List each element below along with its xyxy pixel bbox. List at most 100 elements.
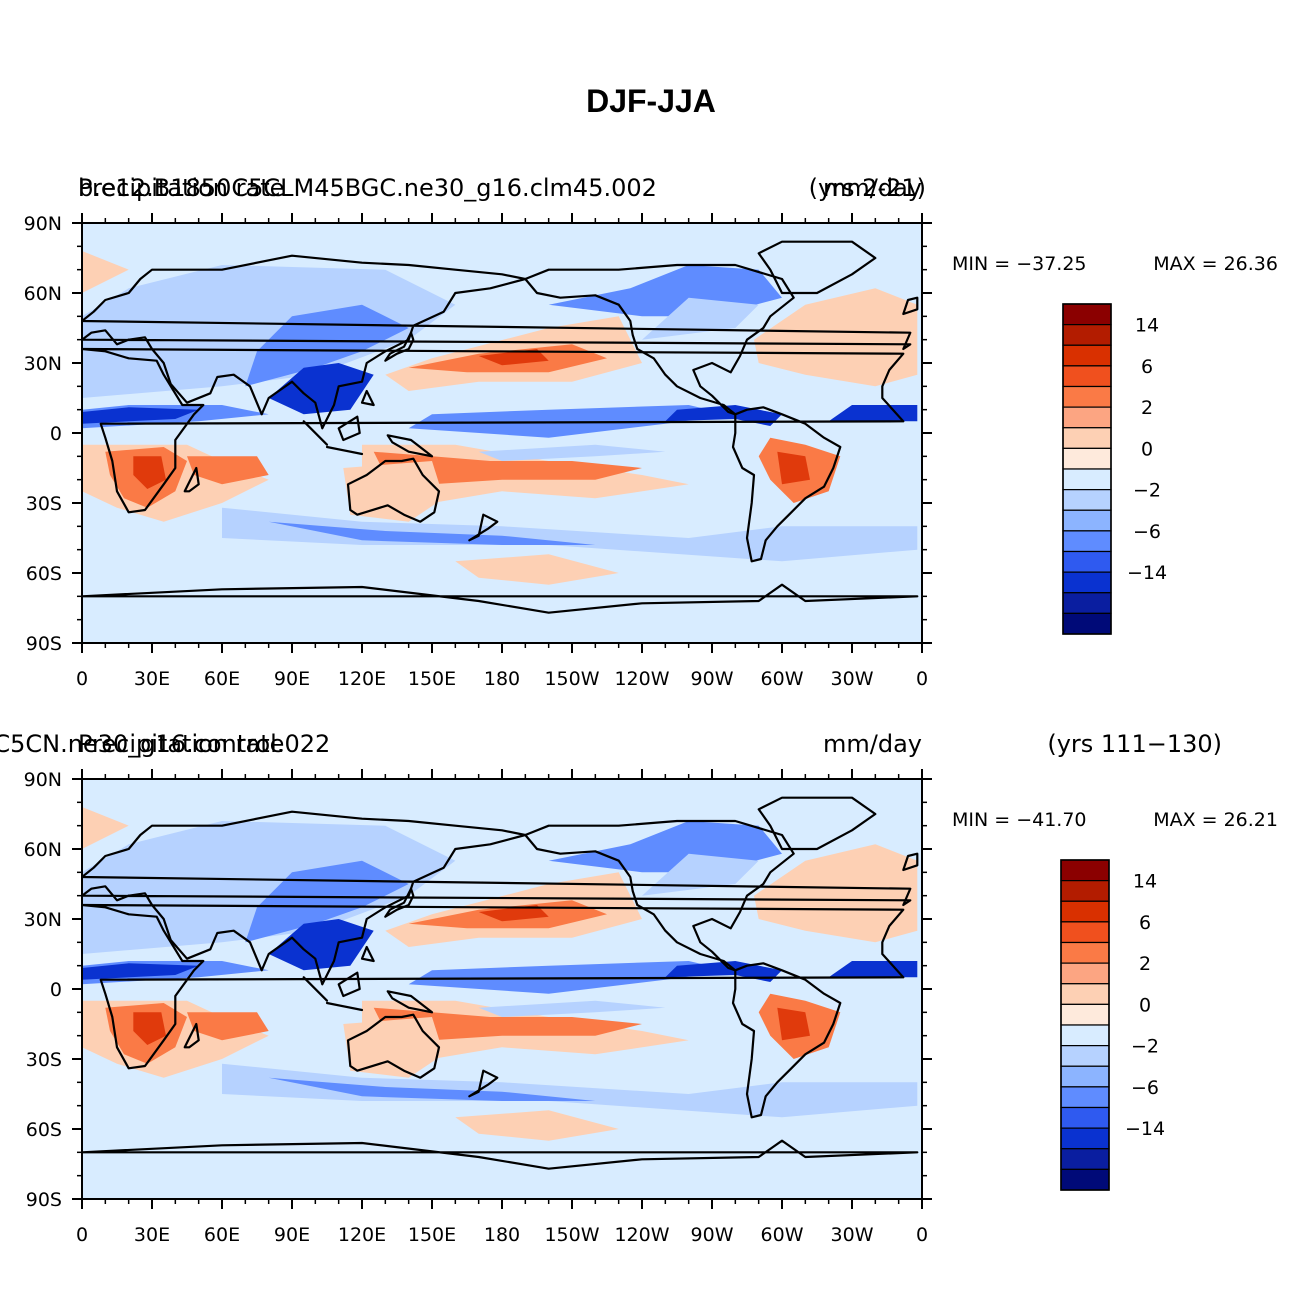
lon-tick-label: 60E	[204, 668, 240, 690]
anomaly-region	[82, 265, 456, 398]
anomaly-region	[828, 961, 918, 978]
lat-tick-label: 60S	[26, 1119, 62, 1141]
colorbar-box	[1062, 509, 1112, 532]
lon-tick-label: 0	[916, 668, 928, 690]
anomaly-region	[455, 554, 619, 585]
lat-tick-label: 60S	[26, 563, 62, 585]
max-label: MAX = 26.36	[1153, 253, 1278, 275]
colorbar-label: 0	[1141, 438, 1153, 460]
anomaly-region	[478, 905, 549, 922]
lat-tick-label: 30N	[24, 353, 62, 375]
colorbar-box	[1060, 1168, 1110, 1191]
lon-tick-label: 150W	[544, 1224, 599, 1246]
min-label: MIN = −37.25	[952, 253, 1087, 275]
coastline	[731, 962, 842, 1119]
figure-title: DJF-JJA	[586, 83, 716, 119]
lon-tick-label: 150E	[408, 668, 456, 690]
lon-tick-label: 0	[76, 668, 88, 690]
lon-tick-label: 180	[484, 1224, 520, 1246]
map-panel-1: 0 30E 60E 90E 120E 150E 180 150W 120W 90W 60W 30W 09…	[24, 174, 1278, 690]
colorbar-label: −14	[1127, 562, 1167, 584]
lon-tick-label: 150E	[408, 1224, 456, 1246]
colorbar-box	[1060, 900, 1110, 923]
anomaly-region	[777, 451, 810, 485]
colorbar-box	[1062, 489, 1112, 511]
anomaly-region	[82, 807, 129, 849]
lon-tick-label: 0	[916, 1224, 928, 1246]
colorbar-box	[1060, 859, 1110, 882]
coastline	[325, 1001, 364, 1012]
colorbar-2: 14 6 2 0 −2 −6 −14	[1060, 859, 1165, 1191]
panel-years: (yrs 2-21)	[809, 174, 926, 202]
anomaly-region	[343, 461, 444, 522]
lon-tick-label: 120W	[614, 1224, 669, 1246]
colorbar-box	[1060, 1003, 1110, 1026]
anomaly-region	[478, 444, 666, 461]
coastline	[384, 331, 415, 362]
lon-tick-label: 90W	[691, 668, 734, 690]
colorbar-box	[1060, 1065, 1110, 1088]
coastline	[731, 406, 842, 563]
colorbar-box	[1062, 303, 1112, 326]
panel-units: mm/day	[823, 730, 922, 758]
coastline	[325, 445, 364, 456]
lat-tick-label: 30S	[26, 1049, 62, 1071]
colorbar-box	[1062, 468, 1112, 491]
coastline	[468, 1069, 499, 1098]
lon-tick-label: 120E	[338, 668, 386, 690]
coastline	[524, 819, 795, 972]
anomaly-region	[187, 456, 269, 485]
anomaly-region	[268, 919, 374, 971]
colorbar-label: −6	[1131, 1077, 1159, 1099]
colorbar-box	[1060, 1024, 1110, 1047]
lon-tick-label: 60W	[761, 668, 804, 690]
coastline	[346, 1013, 441, 1079]
anomaly-region	[133, 456, 166, 489]
lat-tick-label: 90N	[24, 213, 62, 235]
anomaly-region	[268, 1077, 596, 1101]
colorbar-box	[1062, 550, 1112, 573]
lon-tick-label: 30W	[831, 1224, 874, 1246]
coastline	[346, 457, 441, 523]
colorbar-label: −6	[1133, 521, 1161, 543]
anomaly-region	[478, 349, 549, 366]
colorbar-box	[1060, 1148, 1110, 1170]
panel-case-name: b.e12.B1850C5CN.ne30_g16.control.022	[0, 730, 330, 758]
anomaly-region	[187, 1012, 269, 1041]
anomaly-region	[133, 1012, 166, 1045]
coastline	[82, 810, 912, 986]
coastlines-1	[82, 240, 919, 614]
coastline	[82, 583, 919, 614]
coastline	[82, 347, 905, 514]
map-axes-2: 0 30E 60E 90E 120E 150E 180 150W 120W 90W 60W 30W 09…	[24, 769, 932, 1246]
lon-tick-label: 30E	[134, 668, 170, 690]
panel-left-title: Precipitation rate	[78, 730, 284, 758]
lon-tick-label: 60E	[204, 1224, 240, 1246]
coastline	[386, 434, 434, 458]
coastline	[902, 296, 919, 316]
colorbar-box	[1062, 592, 1112, 614]
coastline	[384, 887, 415, 918]
lon-tick-label: 90E	[274, 1224, 310, 1246]
anomaly-region	[478, 1000, 666, 1017]
colorbar-box	[1060, 962, 1110, 985]
anomaly-region	[82, 963, 199, 980]
panel-left-title: Precipitation rate	[78, 174, 284, 202]
lat-tick-label: 90N	[24, 769, 62, 791]
coastline	[524, 263, 795, 416]
anomaly-region	[222, 507, 918, 562]
panel-case-name: b.e12.B1850C5CLM45BGC.ne30_g16.clm45.002	[78, 174, 657, 202]
anomaly-region	[373, 1007, 642, 1041]
anomaly-region	[455, 1110, 619, 1141]
colorbar-label: 14	[1135, 315, 1159, 337]
lat-tick-label: 60N	[24, 839, 62, 861]
lat-tick-label: 0	[50, 979, 62, 1001]
panel-years: (yrs 111−130)	[1047, 730, 1222, 758]
anomaly-region	[82, 251, 129, 293]
colorbar-1: 14 6 2 0 −2 −6 −14	[1062, 303, 1167, 635]
anomaly-region	[754, 288, 918, 387]
lon-tick-label: 150W	[544, 668, 599, 690]
colorbar-box	[1060, 880, 1110, 902]
coastline	[360, 945, 375, 963]
colorbar-box	[1060, 941, 1110, 964]
